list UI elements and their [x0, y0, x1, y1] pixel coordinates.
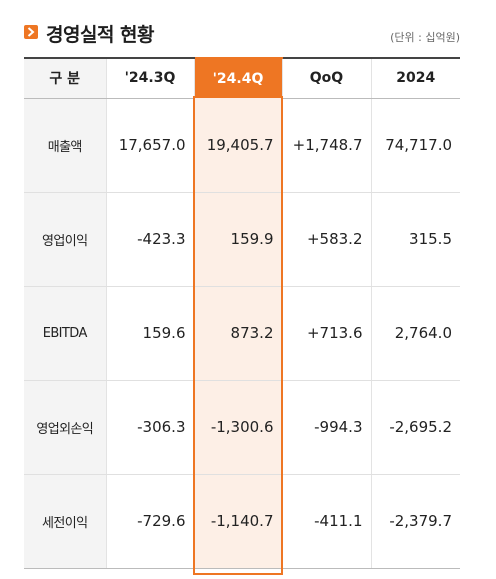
cell-2024: 315.5: [370, 192, 460, 287]
cell-2024: 2,764.0: [370, 286, 460, 381]
cell-24-4q: 19,405.7: [193, 98, 282, 193]
cell-qoq: +583.2: [281, 192, 371, 287]
table-row: EBITDA 159.6 873.2 +713.6 2,764.0: [24, 286, 460, 381]
column-header-qoq: QoQ: [281, 57, 371, 99]
cell-2024: 74,717.0: [370, 98, 460, 193]
table-row: 영업외손익 -306.3 -1,300.6 -994.3 -2,695.2: [24, 380, 460, 475]
cell-24-3q: -306.3: [105, 380, 194, 475]
row-label: 세전이익: [24, 474, 106, 569]
table-row: 세전이익 -729.6 -1,140.7 -411.1 -2,379.7: [24, 474, 460, 569]
column-header-2024: 2024: [370, 57, 460, 99]
row-label: 영업외손익: [24, 380, 106, 475]
column-header-24-3q: '24.3Q: [105, 57, 194, 99]
cell-24-3q: 159.6: [105, 286, 194, 381]
cell-qoq: +1,748.7: [281, 98, 371, 193]
cell-qoq: -994.3: [281, 380, 371, 475]
cell-24-4q: -1,140.7: [193, 474, 282, 569]
cell-2024: -2,379.7: [370, 474, 460, 569]
page-title: 경영실적 현황: [46, 24, 155, 46]
row-label: EBITDA: [24, 286, 106, 381]
cell-24-3q: -423.3: [105, 192, 194, 287]
row-label: 영업이익: [24, 192, 106, 287]
table-row: 영업이익 -423.3 159.9 +583.2 315.5: [24, 192, 460, 287]
table-row: 매출액 17,657.0 19,405.7 +1,748.7 74,717.0: [24, 98, 460, 193]
chevron-right-icon: [24, 25, 38, 39]
cell-qoq: -411.1: [281, 474, 371, 569]
cell-24-4q: -1,300.6: [193, 380, 282, 475]
column-header-24-4q: '24.4Q: [193, 57, 282, 98]
cell-24-4q: 159.9: [193, 192, 282, 287]
cell-qoq: +713.6: [281, 286, 371, 381]
performance-table-wrapper: 구 분 '24.3Q '24.4Q QoQ 2024 매출액 17,657.0 …: [24, 57, 460, 575]
cell-24-4q: 873.2: [193, 286, 282, 381]
cell-24-3q: 17,657.0: [105, 98, 194, 193]
cell-2024: -2,695.2: [370, 380, 460, 475]
cell-24-3q: -729.6: [105, 474, 194, 569]
section-header: 경영실적 현황 (단위 : 십억원): [24, 20, 460, 48]
row-label: 매출액: [24, 98, 106, 193]
table-header-row: 구 분 '24.3Q '24.4Q QoQ 2024: [24, 57, 460, 99]
column-header-category: 구 분: [24, 57, 106, 99]
performance-table: 구 분 '24.3Q '24.4Q QoQ 2024 매출액 17,657.0 …: [24, 57, 460, 569]
unit-label: (단위 : 십억원): [390, 31, 460, 44]
